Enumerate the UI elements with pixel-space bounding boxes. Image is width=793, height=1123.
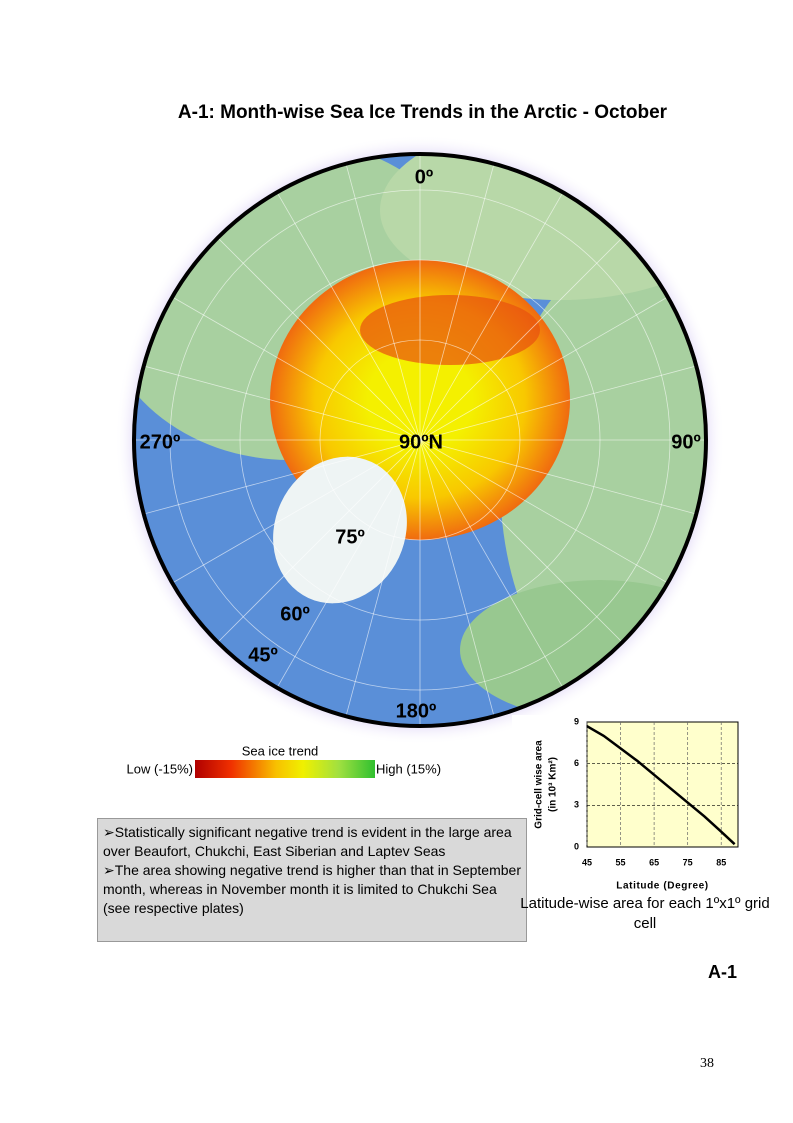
meridian — [168, 294, 421, 441]
meridian — [419, 294, 672, 441]
map-label: 60º — [280, 603, 310, 625]
y-tick-label: 3 — [574, 800, 579, 810]
x-tick-label: 65 — [649, 857, 659, 867]
map-border — [132, 152, 708, 728]
map-label: 90º — [671, 431, 701, 453]
map-label: 75º — [335, 526, 365, 548]
meridian — [419, 188, 566, 441]
map-label: 90ºN — [399, 431, 443, 453]
y-axis-label: (in 10³ Km²) — [548, 757, 559, 812]
x-tick-label: 45 — [582, 857, 592, 867]
meridian — [419, 439, 672, 586]
meridian — [419, 364, 701, 441]
meridian — [344, 159, 421, 441]
meridian — [419, 159, 496, 441]
chart-caption: Latitude-wise area for each 1ºx1º grid c… — [520, 895, 770, 932]
x-tick-label: 55 — [616, 857, 626, 867]
y-tick-label: 6 — [574, 758, 579, 768]
meridian — [419, 439, 496, 721]
x-tick-label: 75 — [683, 857, 693, 867]
inset-chart: 0 3 6 9 45 55 65 75 85 Latitude (Degree) Grid-cell… — [534, 716, 738, 892]
meridian — [168, 439, 421, 586]
legend-title: Sea ice trend — [242, 743, 319, 758]
meridian — [214, 234, 421, 441]
meridian — [139, 364, 421, 441]
page-title: A-1: Month-wise Sea Ice Trends in the Ar… — [177, 102, 668, 123]
meridian — [419, 234, 626, 441]
meridian — [274, 188, 421, 441]
meridian — [214, 439, 421, 646]
note: ➢The area showing negative trend is high… — [103, 862, 521, 916]
meridian — [344, 439, 421, 721]
x-axis-label: Latitude (Degree) — [616, 881, 708, 892]
map-label: 270º — [140, 431, 181, 453]
x-tick-label: 85 — [716, 857, 726, 867]
page-number: 38 — [700, 1056, 714, 1071]
y-axis-label: Grid-cell wise area — [534, 740, 545, 829]
legend-high: High (15%) — [376, 761, 441, 776]
map-label: 45º — [248, 644, 278, 666]
meridian — [419, 439, 566, 692]
legend-colorbar — [195, 760, 375, 778]
meridian — [139, 439, 421, 516]
data-line — [586, 725, 736, 846]
meridian — [419, 439, 701, 516]
y-tick-label: 0 — [574, 841, 579, 851]
note: ➢Statistically significant negative tren… — [103, 824, 512, 859]
legend-low: Low (-15%) — [127, 761, 193, 776]
map-label: 0º — [415, 166, 433, 188]
y-tick-label: 9 — [574, 716, 579, 726]
meridian — [274, 439, 421, 692]
plate-label: A-1 — [708, 962, 738, 982]
map-label: 180º — [396, 700, 437, 722]
meridian — [419, 439, 626, 646]
notes-box: ➢Statistically significant negative tren… — [97, 818, 527, 942]
